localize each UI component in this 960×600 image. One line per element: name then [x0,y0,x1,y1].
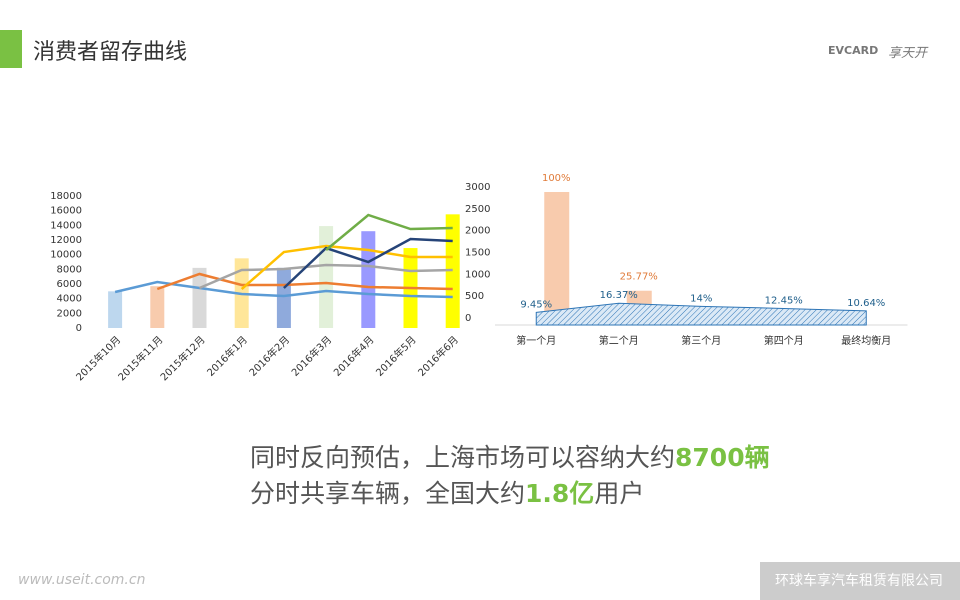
logo: 享天开 [888,46,928,61]
y-tick-label: 12000 [50,235,82,246]
data-label: 14% [690,293,712,304]
x-tick-label: 第三个月 [681,334,721,347]
line [325,213,453,251]
y2-tick-label: 2000 [465,226,490,237]
y2-tick-label: 3000 [465,182,490,193]
bar [276,267,291,328]
x-tick-label: 最终均衡月 [841,334,891,347]
x-tick-label: 第二个月 [599,334,639,347]
watermark: www.useit.com.cn [18,572,146,588]
charts: 0200040006000800010000120001400016000180… [50,173,908,383]
area [535,302,867,326]
x-tick-label: 2016年6月 [415,333,461,379]
x-tick-label: 2016年4月 [331,333,377,379]
data-label: 10.64% [847,298,885,309]
bar [150,286,165,328]
data-label: 25.77% [620,272,658,283]
text: 同时反向预估，上海市场可以容纳大约 [250,443,676,472]
x-tick-label: 2015年12月 [157,333,207,383]
accent-bar [0,30,22,68]
y-tick-label: 10000 [50,250,82,261]
line [156,272,453,291]
company: 环球车享汽车租赁有限公司 [775,573,943,589]
logo: EVCARD [828,44,879,57]
data-label: 100% [542,173,571,184]
y-tick-label: 2000 [57,308,82,319]
bar [361,231,376,328]
y2-tick-label: 500 [465,291,484,302]
line [240,244,453,290]
y-tick-label: 16000 [50,206,82,217]
x-tick-label: 第一个月 [516,334,556,347]
bar [319,226,334,328]
line [283,237,453,289]
bar [192,267,207,328]
company-banner [760,562,960,600]
highlight: 1.8亿 [525,479,595,508]
y2-tick-label: 1500 [465,248,490,259]
y-tick-label: 4000 [57,294,82,305]
y2-tick-label: 2500 [465,204,490,215]
slide-title: 消费者留存曲线 [33,40,188,65]
highlight: 8700辆 [675,443,770,472]
body-text: 同时反向预估，上海市场可以容纳大约8700辆 分时共享车辆，全国大约1.8亿用户 [250,440,770,512]
text: 分时共享车辆，全国大约 [250,479,526,508]
data-label: 16.37% [600,290,638,301]
y-tick-label: 0 [76,323,82,334]
data-label: 12.45% [765,295,803,306]
y-tick-label: 14000 [50,220,82,231]
bar [544,192,570,325]
y2-tick-label: 0 [465,313,471,324]
x-tick-label: 第四个月 [764,334,804,347]
x-tick-label: 2016年5月 [373,333,419,379]
bar [108,291,123,328]
x-tick-label: 2016年2月 [246,333,292,379]
data-label: 9.45% [520,299,552,310]
x-tick-label: 2016年1月 [204,333,250,379]
y-tick-label: 8000 [57,264,82,275]
y-tick-label: 18000 [50,191,82,202]
line [199,263,453,290]
y2-tick-label: 1000 [465,269,490,280]
text: 用户 [594,479,645,508]
x-tick-label: 2016年3月 [289,333,335,379]
y-tick-label: 6000 [57,279,82,290]
